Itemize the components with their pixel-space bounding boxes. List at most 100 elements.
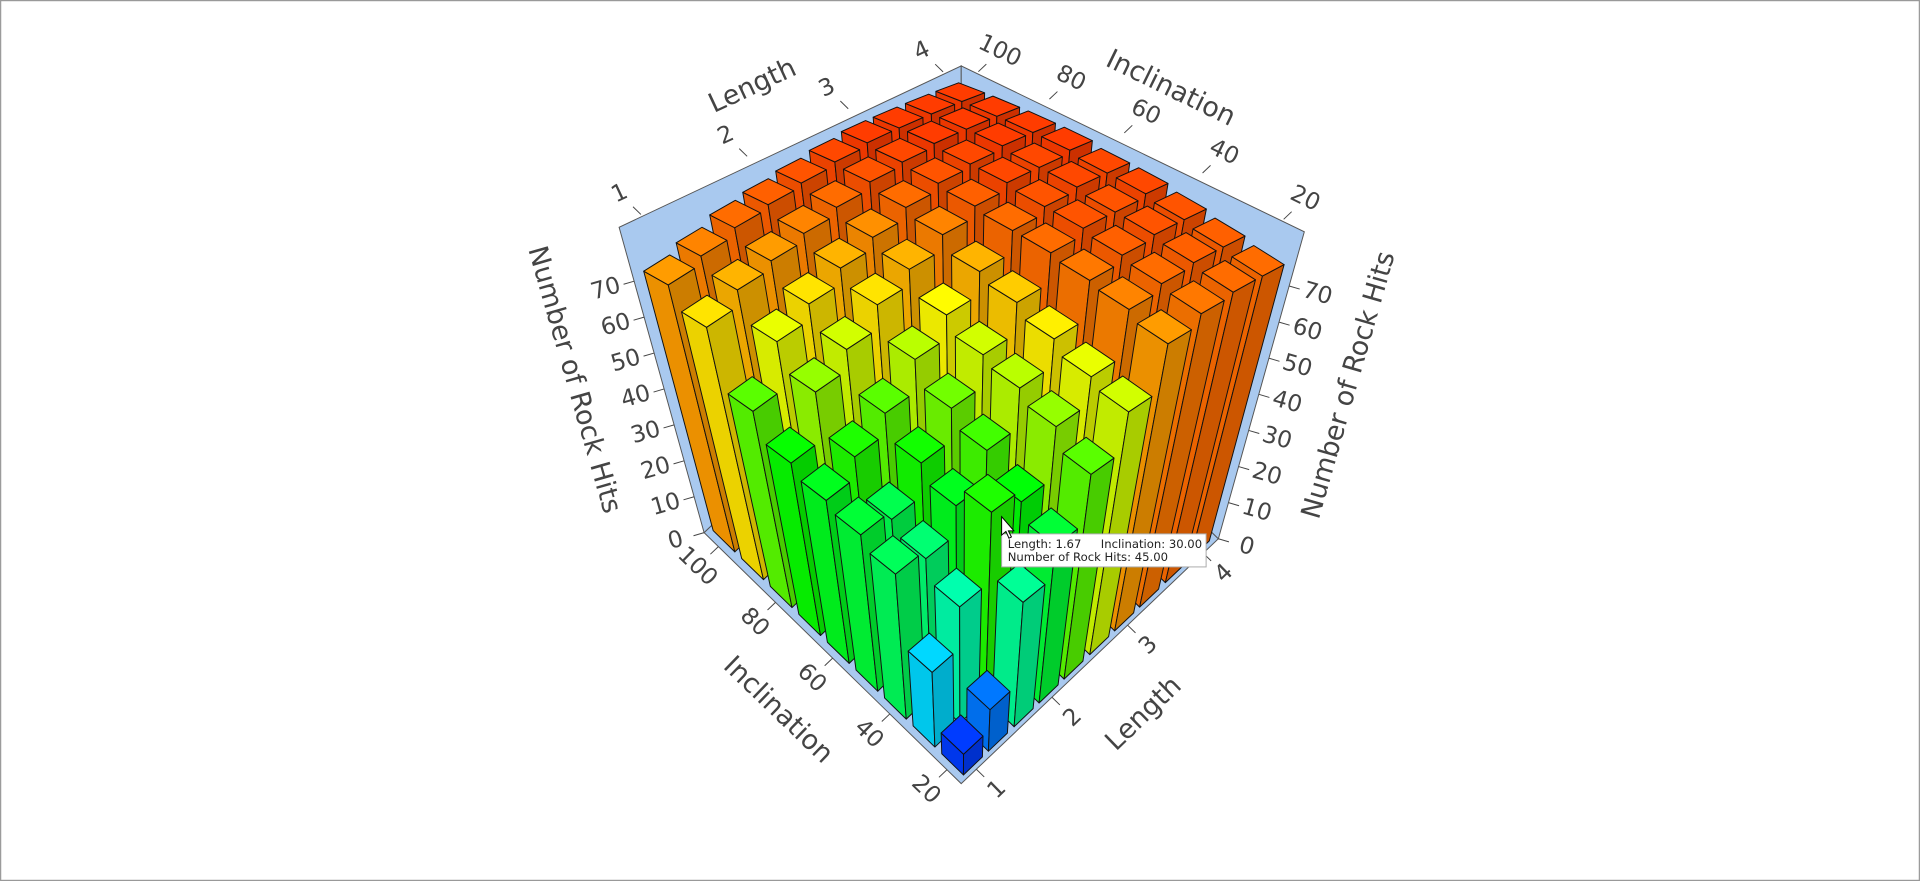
tick-mark [1218,538,1230,543]
bar-top [711,258,764,291]
bar-top [1136,309,1192,345]
bar-top [1059,248,1115,281]
bar-top [1115,167,1169,195]
bar-top [954,320,1008,356]
bar-top [865,481,915,520]
bar-top [914,205,968,236]
tick-mark [710,546,719,555]
tick-mark [976,768,985,778]
bar-top [849,272,903,306]
tick-mark [1278,321,1290,326]
bar-top [1062,436,1115,475]
tick-mark [1258,393,1270,398]
tick-mark [653,388,665,393]
bar-top [1123,205,1178,236]
tooltip-length: Length: 1.67 [1008,537,1082,551]
bar-top [858,377,910,414]
tick-mark [1051,696,1061,706]
tick-mark [632,206,642,215]
tooltip-value: Number of Rock Hits: 45.00 [1008,550,1168,564]
bar-top [742,178,795,206]
bar-top [681,294,733,328]
bar-top [939,107,991,130]
bar-top [782,272,835,305]
bar-top [869,535,919,575]
bar-top [1041,126,1093,151]
bar-top [946,178,1000,207]
tick-mark [934,63,944,73]
bar-top [906,120,959,144]
bar-top [1091,224,1147,256]
bar-top [1130,251,1186,285]
bar-top [789,357,841,393]
bar-top [988,270,1042,303]
bar-top [819,315,872,350]
bar-top [881,238,935,270]
tick-mark [683,496,695,501]
tooltip-inclination: Inclination: 30.00 [1101,537,1202,551]
bar-top [813,237,867,269]
bar-top [963,473,1016,513]
tick-mark [1248,429,1260,434]
z-tick-label: 0 [1236,531,1258,561]
tick-mark [978,63,987,73]
bar-top [983,201,1038,232]
tooltip: Length: 1.67 Inclination: 30.00 Number o… [1001,533,1207,568]
bar-top [1024,305,1079,340]
bar-top [934,567,983,608]
bar-top [1085,184,1139,213]
bar-top [808,137,861,163]
bar-top [887,325,940,360]
tick-mark [1123,124,1133,134]
tick-mark [1268,357,1280,362]
tick-mark [1228,502,1240,507]
bar-top [800,462,850,501]
tick-mark [824,657,833,667]
bar-top [904,93,956,115]
bar-top [878,180,932,208]
bar-top [709,199,762,229]
bar-top [894,426,945,464]
tick-mark [767,602,776,611]
tick-mark [623,280,635,285]
bar-top [910,157,964,184]
bar-top [775,157,827,184]
bar-top [750,308,803,343]
bar-top [924,372,976,409]
bar-top [840,120,893,144]
tick-mark [1049,91,1058,100]
bar-top [1192,217,1246,248]
bar-top [1010,142,1063,168]
bar-top [978,156,1032,184]
tick-mark [663,424,675,429]
cursor [1001,515,1015,539]
bar-top [875,137,928,163]
bar-top [1098,276,1154,310]
bar-top [1053,199,1108,229]
tick-mark [643,352,655,357]
z-tick-label: 0 [665,525,687,555]
bar-top [1231,245,1285,277]
bar-top [974,122,1027,147]
bar-top [809,180,863,208]
bar-top [828,420,879,458]
bar-top [991,352,1044,389]
bar-top [1061,341,1116,378]
bar-top [845,208,899,238]
bar-top [1021,222,1076,254]
bar-top [907,632,954,673]
tick-mark [633,316,645,321]
bar-top [918,282,972,316]
bar-top [951,240,1005,273]
tick-mark [673,460,685,465]
bar-top [940,714,984,755]
bar-top [1162,232,1217,264]
bar-top [1015,179,1069,208]
tick-mark [1289,285,1300,290]
bar-top [675,226,728,257]
tick-mark [839,100,849,110]
bar-top [1047,160,1101,188]
bar-top [1004,110,1056,133]
